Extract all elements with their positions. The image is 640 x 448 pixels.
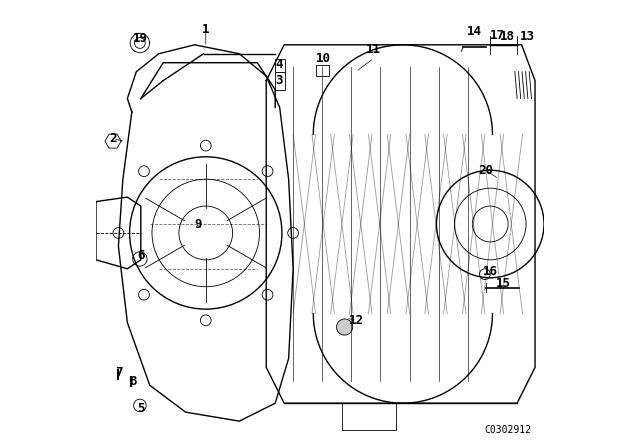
Text: 5: 5 (137, 402, 145, 415)
Text: 19: 19 (133, 31, 148, 45)
Text: 17: 17 (490, 29, 504, 43)
FancyBboxPatch shape (275, 72, 285, 90)
Text: 2: 2 (109, 132, 116, 146)
Text: 3: 3 (275, 74, 282, 87)
FancyBboxPatch shape (342, 403, 396, 430)
Text: 9: 9 (195, 217, 202, 231)
Circle shape (337, 319, 353, 335)
Text: 20: 20 (478, 164, 493, 177)
Text: 10: 10 (316, 52, 331, 65)
FancyBboxPatch shape (275, 59, 285, 72)
Text: 18: 18 (500, 30, 515, 43)
FancyBboxPatch shape (316, 65, 329, 76)
Text: C0302912: C0302912 (484, 425, 532, 435)
Text: 15: 15 (496, 276, 511, 290)
Text: 11: 11 (366, 43, 381, 56)
Text: 16: 16 (483, 264, 498, 278)
Text: 4: 4 (275, 58, 282, 72)
Text: 12: 12 (349, 314, 364, 327)
Text: 13: 13 (520, 30, 534, 43)
Text: 6: 6 (137, 249, 145, 262)
Text: 14: 14 (467, 25, 482, 38)
Text: 1: 1 (202, 22, 209, 36)
Text: 8: 8 (129, 375, 136, 388)
Text: 7: 7 (116, 366, 123, 379)
